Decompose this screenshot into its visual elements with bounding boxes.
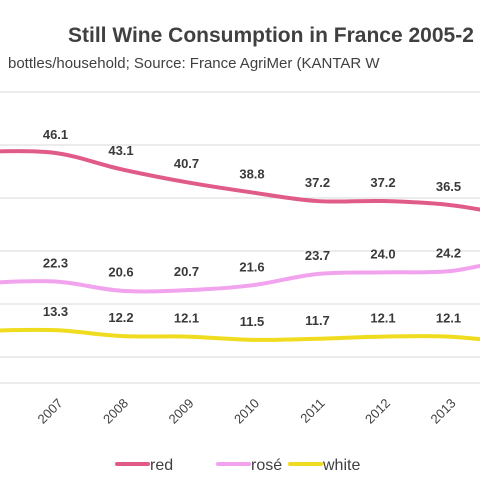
series-line-rosé (0, 263, 480, 294)
data-label: 20.7 (174, 264, 199, 279)
chart-subtitle: bottles/household; Source: France AgriMe… (8, 55, 380, 72)
data-label: 12.1 (436, 311, 461, 326)
series-lines (0, 149, 480, 342)
data-label: 24.0 (370, 246, 395, 261)
data-label: 43.1 (108, 143, 133, 158)
legend: red rosé white (115, 457, 360, 474)
data-label: 24.2 (436, 245, 461, 260)
data-label: 40.7 (174, 156, 199, 171)
legend-label-red: red (150, 457, 173, 474)
data-labels: 46.143.140.738.837.237.236.534.722.320.6… (43, 127, 461, 329)
data-label: 20.6 (108, 265, 133, 280)
chart-title: Still Wine Consumption in France 2005-2 (68, 24, 474, 47)
data-label: 11.5 (240, 314, 265, 329)
data-label: 22.3 (43, 256, 68, 271)
data-label: 21.6 (239, 259, 264, 274)
data-label: 36.5 (436, 179, 461, 194)
data-label: 37.2 (305, 175, 330, 190)
data-label: 12.1 (174, 311, 199, 326)
x-tick-label: 2013 (428, 396, 459, 427)
series-line-red (0, 149, 480, 212)
data-label: 12.1 (370, 311, 395, 326)
x-axis-tick-labels: 20072008200920102011201220132014 (35, 396, 459, 427)
data-label: 38.8 (239, 166, 264, 181)
gridlines (0, 91, 480, 384)
legend-label-rosé: rosé (251, 457, 282, 474)
x-tick-label: 2012 (362, 396, 393, 427)
data-label: 12.2 (108, 310, 133, 325)
x-tick-label: 2009 (166, 396, 197, 427)
data-label: 37.2 (370, 175, 395, 190)
legend-label-white: white (322, 457, 360, 474)
data-label: 46.1 (43, 127, 68, 142)
series-line-white (0, 327, 480, 342)
x-tick-label: 2007 (35, 396, 66, 427)
x-tick-label: 2010 (231, 396, 262, 427)
x-tick-label: 2008 (100, 396, 131, 427)
data-label: 23.7 (305, 248, 330, 263)
data-label: 11.7 (305, 313, 330, 328)
data-label: 13.3 (43, 304, 68, 319)
x-tick-label: 2011 (297, 396, 327, 426)
